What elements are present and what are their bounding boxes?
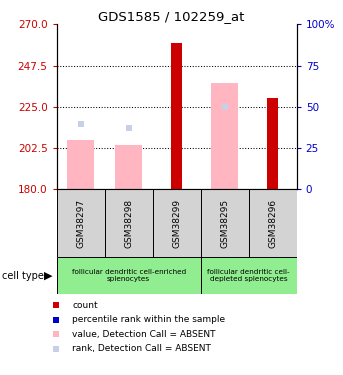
Bar — [172, 43, 182, 189]
Text: value, Detection Call = ABSENT: value, Detection Call = ABSENT — [72, 330, 216, 339]
Bar — [249, 189, 297, 257]
Text: GSM38296: GSM38296 — [268, 198, 277, 248]
Text: cell type: cell type — [2, 271, 44, 280]
Bar — [153, 189, 201, 257]
Text: ▶: ▶ — [44, 271, 52, 280]
Bar — [115, 146, 142, 189]
Bar — [211, 83, 238, 189]
Text: GSM38297: GSM38297 — [76, 198, 85, 248]
Text: GSM38299: GSM38299 — [172, 198, 181, 248]
Bar — [105, 189, 153, 257]
Bar — [201, 257, 297, 294]
Text: follicular dendritic cell-
depleted splenocytes: follicular dendritic cell- depleted sple… — [208, 269, 290, 282]
Text: percentile rank within the sample: percentile rank within the sample — [72, 315, 225, 324]
Text: GSM38295: GSM38295 — [220, 198, 229, 248]
Bar — [268, 98, 278, 189]
Text: GDS1585 / 102259_at: GDS1585 / 102259_at — [98, 10, 245, 23]
Text: GSM38298: GSM38298 — [124, 198, 133, 248]
Bar — [67, 140, 94, 189]
Bar — [57, 257, 201, 294]
Bar — [201, 189, 249, 257]
Bar — [57, 189, 105, 257]
Text: follicular dendritic cell-enriched
splenocytes: follicular dendritic cell-enriched splen… — [71, 269, 186, 282]
Text: rank, Detection Call = ABSENT: rank, Detection Call = ABSENT — [72, 345, 211, 354]
Text: count: count — [72, 301, 98, 310]
